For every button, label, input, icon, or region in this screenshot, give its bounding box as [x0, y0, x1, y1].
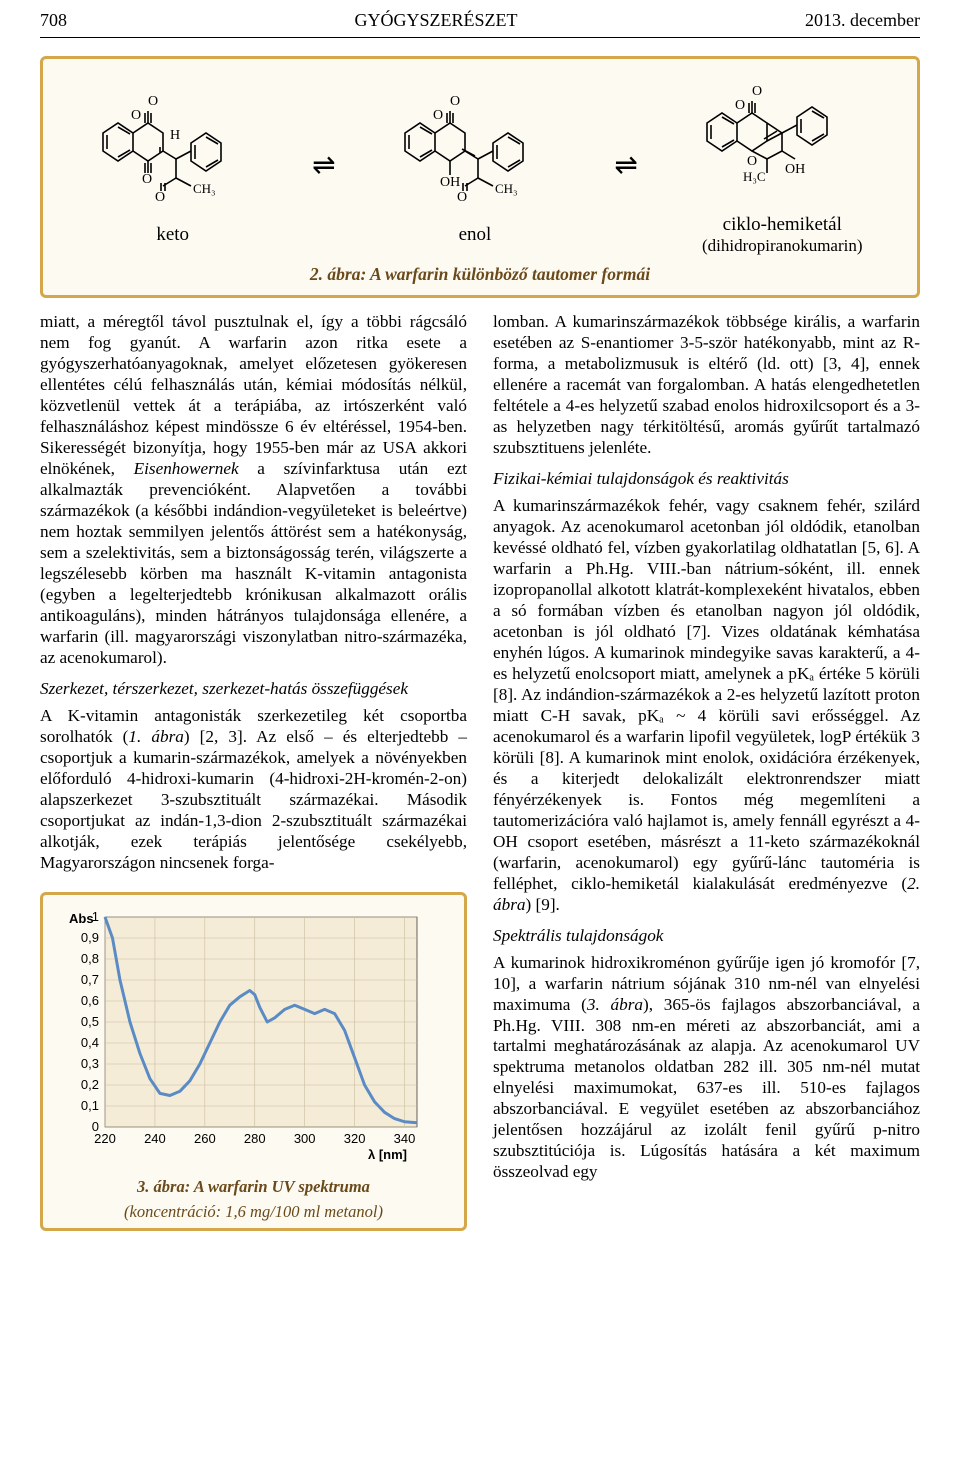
svg-text:280: 280 — [244, 1131, 266, 1146]
svg-text:OH: OH — [785, 162, 805, 177]
svg-text:O: O — [747, 154, 757, 169]
svg-text:λ [nm]: λ [nm] — [368, 1147, 407, 1162]
svg-text:O: O — [142, 172, 152, 187]
label-enol: enol — [385, 224, 565, 246]
label-keto: keto — [83, 224, 263, 246]
equilibrium-arrow-2: ⇌ — [614, 148, 637, 182]
equilibrium-arrow-1: ⇌ — [312, 148, 335, 182]
svg-text:Abs: Abs — [69, 911, 94, 926]
body-paragraph: A kumarinok hidroxikroménon gyűrűje igen… — [493, 953, 920, 1184]
svg-text:CH₃: CH₃ — [193, 181, 216, 196]
running-header: 708 GYÓGYSZERÉSZET 2013. december — [40, 0, 920, 38]
body-paragraph: A K-vitamin antagonisták szerkezetileg k… — [40, 706, 467, 874]
label-ciklo: ciklo-hemiketál — [687, 214, 877, 236]
svg-text:O: O — [433, 108, 443, 123]
svg-text:0,7: 0,7 — [81, 972, 99, 987]
section-heading-spektralis: Spektrális tulajdonságok — [493, 926, 920, 947]
svg-text:O: O — [735, 98, 745, 113]
svg-text:0,4: 0,4 — [81, 1035, 99, 1050]
journal-title: GYÓGYSZERÉSZET — [355, 10, 518, 31]
structure-enol: OO OH O CH₃ enol — [385, 83, 565, 246]
svg-text:0,9: 0,9 — [81, 930, 99, 945]
svg-text:260: 260 — [194, 1131, 216, 1146]
right-column: lomban. A kumarinszármazékok többsége ki… — [493, 312, 920, 1231]
svg-text:H₃C: H₃C — [743, 169, 766, 184]
svg-text:320: 320 — [344, 1131, 366, 1146]
figure-3: 00,10,20,30,40,50,60,70,80,9122024026028… — [40, 892, 467, 1232]
structure-keto: OO H O O CH₃ keto — [83, 83, 263, 246]
figure-3-caption-2: (koncentráció: 1,6 mg/100 ml metanol) — [55, 1202, 452, 1222]
svg-text:0,8: 0,8 — [81, 951, 99, 966]
body-paragraph: A kumarinszármazékok fehér, vagy csaknem… — [493, 496, 920, 916]
svg-text:O: O — [752, 84, 762, 99]
svg-text:240: 240 — [144, 1131, 166, 1146]
svg-text:220: 220 — [94, 1131, 116, 1146]
section-heading-fizikai: Fizikai-kémiai tulajdonságok és reaktivi… — [493, 469, 920, 490]
svg-text:0,6: 0,6 — [81, 993, 99, 1008]
svg-text:0,1: 0,1 — [81, 1098, 99, 1113]
svg-text:H: H — [170, 128, 180, 143]
svg-text:OH: OH — [440, 175, 460, 190]
svg-text:340: 340 — [394, 1131, 416, 1146]
figure-2-caption: 2. ábra: A warfarin különböző tautomer f… — [63, 264, 897, 285]
structure-ciklo: OO O H₃C OH ciklo-hemiketál (dihidropira… — [687, 73, 877, 256]
issue-date: 2013. december — [805, 10, 920, 31]
section-heading-structure: Szerkezet, térszerkezet, szerkezet-hatás… — [40, 679, 467, 700]
svg-text:CH₃: CH₃ — [495, 181, 518, 196]
figure-3-caption-1: 3. ábra: A warfarin UV spektruma — [55, 1177, 452, 1197]
svg-text:0,2: 0,2 — [81, 1077, 99, 1092]
body-paragraph: miatt, a méregtől távol pusztulnak el, í… — [40, 312, 467, 669]
left-column: miatt, a méregtől távol pusztulnak el, í… — [40, 312, 467, 1231]
svg-text:O: O — [131, 108, 141, 123]
uv-spectrum-chart: 00,10,20,30,40,50,60,70,80,9122024026028… — [55, 905, 435, 1165]
svg-text:O: O — [155, 190, 165, 205]
svg-text:O: O — [148, 94, 158, 109]
svg-text:O: O — [450, 94, 460, 109]
svg-text:300: 300 — [294, 1131, 316, 1146]
label-dihidro: (dihidropiranokumarin) — [687, 236, 877, 256]
svg-text:O: O — [457, 190, 467, 205]
figure-2: OO H O O CH₃ keto ⇌ — [40, 56, 920, 298]
svg-text:0,5: 0,5 — [81, 1014, 99, 1029]
svg-text:0,3: 0,3 — [81, 1056, 99, 1071]
body-paragraph: lomban. A kumarinszármazékok többsége ki… — [493, 312, 920, 459]
page-number: 708 — [40, 10, 67, 31]
